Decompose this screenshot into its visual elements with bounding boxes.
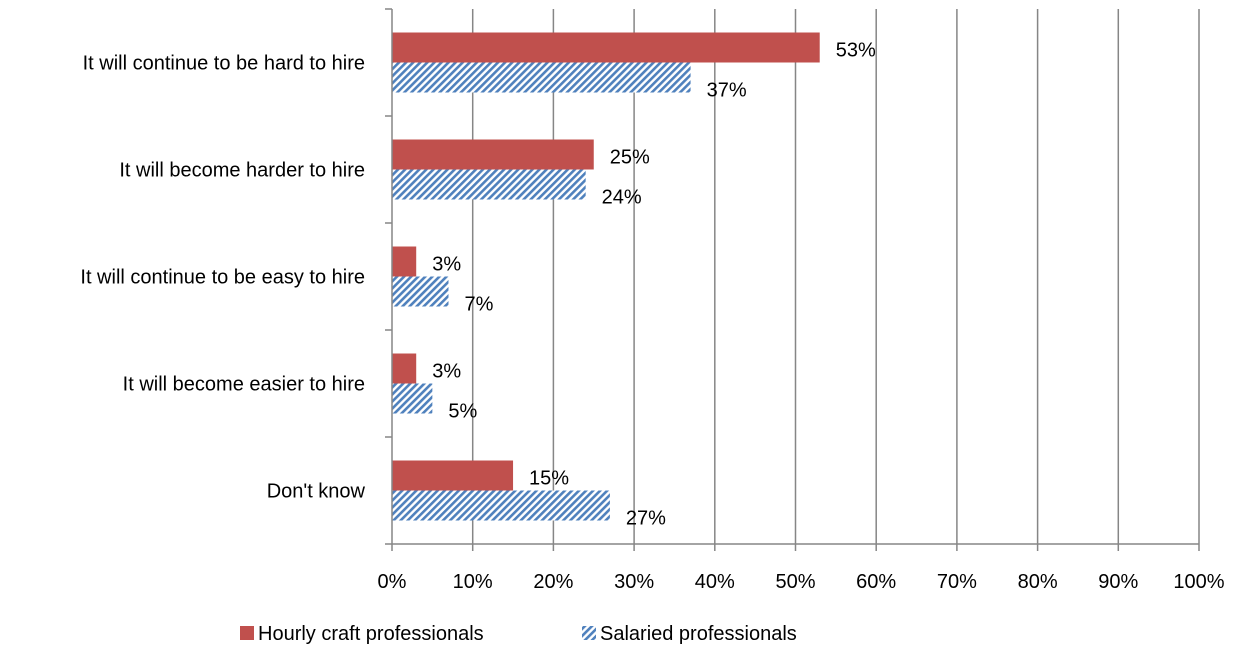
x-tick-label-60: 60%: [856, 571, 896, 593]
axes: 0% 10% 20% 30% 40% 50% 60% 70% 80% 90% 100%: [378, 8, 1225, 593]
x-tick-label-80: 80%: [1018, 571, 1058, 593]
data-label-salaried-1: 24%: [602, 187, 642, 209]
data-label-hourly-2: 3%: [432, 254, 461, 276]
gridlines: [471, 9, 1200, 544]
bar-hourly-4: [392, 460, 514, 491]
x-tick-label-30: 30%: [614, 571, 654, 593]
category-label-0: It will continue to be hard to hire: [83, 53, 365, 75]
data-label-salaried-0: 37%: [707, 80, 747, 102]
data-label-salaried-3: 5%: [448, 401, 477, 423]
data-label-salaried-2: 7%: [464, 294, 493, 316]
bar-hourly-1: [392, 139, 594, 170]
legend-label-salaried: Salaried professionals: [600, 623, 797, 645]
bar-salaried-4: [392, 490, 610, 521]
category-label-4: Don't know: [267, 481, 366, 503]
x-tick-label-40: 40%: [695, 571, 735, 593]
x-tick-label-100: 100%: [1173, 571, 1224, 593]
bars: [392, 32, 820, 521]
bar-salaried-1: [392, 169, 586, 200]
bar-hourly-3: [392, 353, 417, 384]
data-label-salaried-4: 27%: [626, 508, 666, 530]
category-label-2: It will continue to be easy to hire: [80, 267, 365, 289]
category-label-1: It will become harder to hire: [119, 160, 365, 182]
bar-salaried-0: [392, 62, 691, 93]
x-tick-label-10: 10%: [453, 571, 493, 593]
legend-swatch-hourly: [240, 626, 254, 640]
data-label-hourly-1: 25%: [610, 147, 650, 169]
x-tick-label-0: 0%: [378, 571, 407, 593]
bar-hourly-0: [392, 32, 820, 63]
data-label-hourly-4: 15%: [529, 468, 569, 490]
legend: Hourly craft professionals Salaried profe…: [240, 623, 797, 645]
data-label-hourly-3: 3%: [432, 361, 461, 383]
legend-label-hourly: Hourly craft professionals: [258, 623, 484, 645]
x-tick-label-50: 50%: [775, 571, 815, 593]
data-label-hourly-0: 53%: [836, 40, 876, 62]
bar-salaried-3: [392, 383, 433, 414]
bar-hourly-2: [392, 246, 417, 277]
legend-swatch-salaried: [582, 626, 596, 640]
x-tick-label-70: 70%: [937, 571, 977, 593]
bar-salaried-2: [392, 276, 449, 307]
labels: 53% 37% It will continue to be hard to hir…: [80, 40, 876, 530]
category-label-3: It will become easier to hire: [123, 374, 365, 396]
x-tick-label-20: 20%: [533, 571, 573, 593]
x-tick-label-90: 90%: [1098, 571, 1138, 593]
